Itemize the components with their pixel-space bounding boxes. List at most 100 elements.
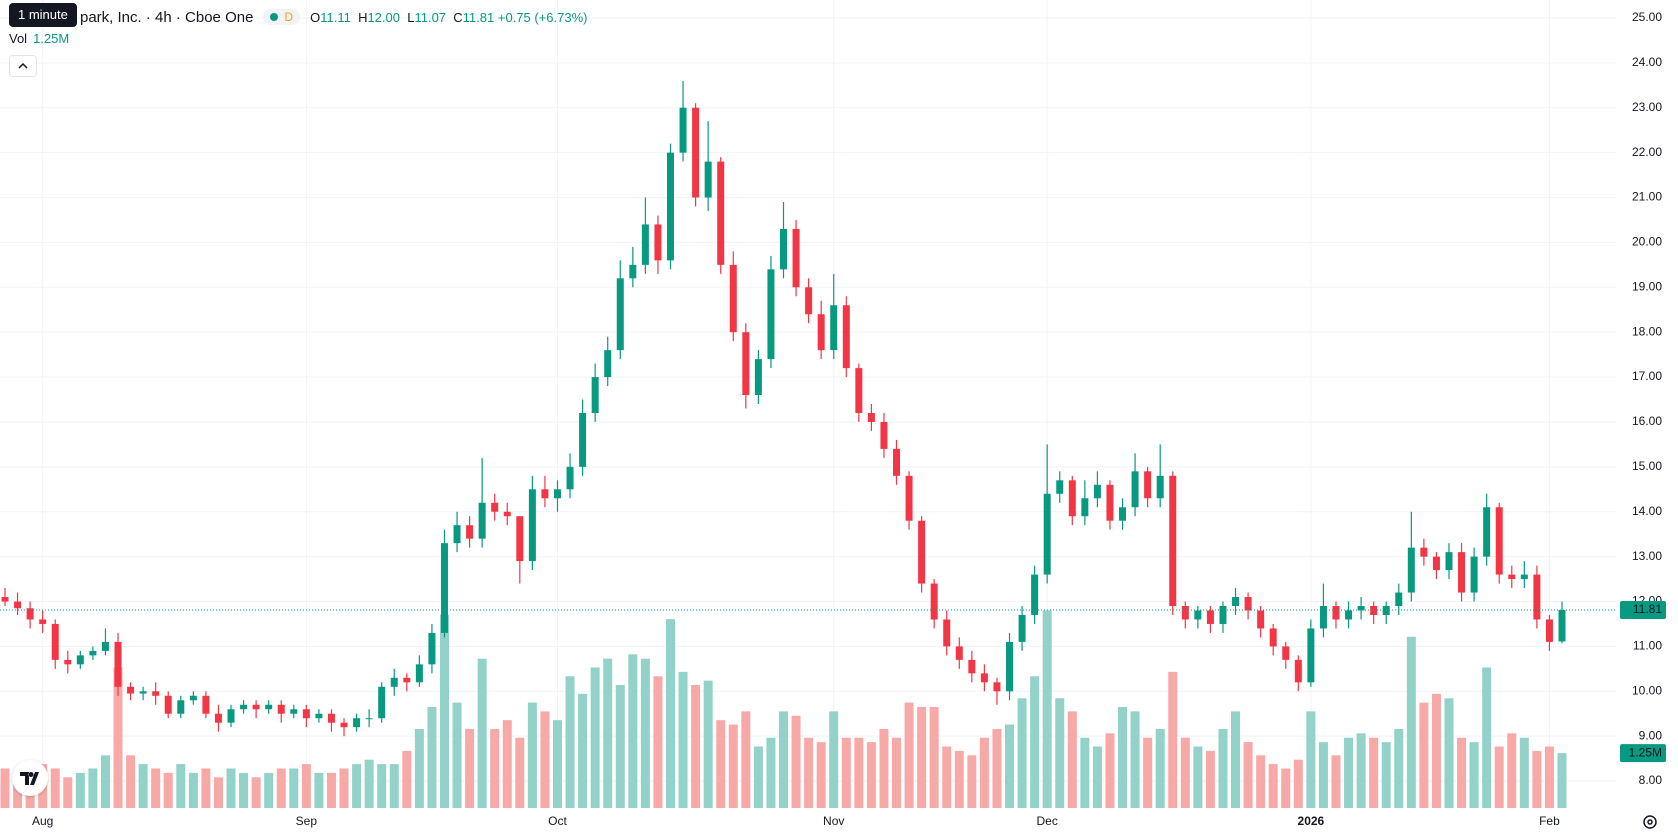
x-tick-label: Dec [1037, 814, 1058, 828]
candle-body [315, 713, 323, 719]
volume-bar [314, 772, 324, 808]
candle-body [704, 161, 712, 198]
candle-body [89, 650, 97, 656]
candle-body [51, 623, 59, 660]
volume-bar [527, 702, 537, 808]
volume-bar [75, 772, 85, 808]
y-tick-label: 21.00 [1632, 190, 1662, 204]
candle-body [880, 421, 888, 449]
volume-bar [1406, 636, 1416, 808]
candle-body [1357, 606, 1365, 611]
volume-bar [979, 737, 989, 808]
candle-body [1194, 610, 1202, 620]
status-badge[interactable]: D [263, 9, 301, 25]
volume-bar [213, 777, 223, 808]
candle-body [503, 511, 511, 517]
candle-body [780, 228, 787, 270]
candle-body [1269, 628, 1277, 647]
x-tick-label: Nov [823, 814, 844, 828]
candle-body [1219, 606, 1227, 624]
volume-bar [791, 715, 801, 808]
candle-body [302, 709, 310, 719]
candle-body [579, 412, 587, 467]
candle-body [1520, 574, 1528, 580]
badge-label: D [284, 10, 294, 24]
volume-bar [1005, 724, 1015, 808]
volume-bar [452, 702, 462, 808]
y-tick-label: 24.00 [1632, 55, 1662, 69]
candle-body [1432, 556, 1440, 571]
market-dot [270, 13, 279, 21]
c-label: C [453, 9, 463, 25]
tv-logo[interactable] [12, 760, 48, 796]
volume-bar [1381, 742, 1391, 808]
volume-bar [1444, 698, 1454, 808]
volume-bar [892, 737, 902, 808]
candle-body [541, 489, 549, 499]
volume-bar [703, 680, 713, 808]
candle-body [1370, 606, 1378, 615]
candle-body [1206, 610, 1214, 624]
l-value: 11.07 [414, 9, 447, 25]
candle-body [666, 152, 674, 261]
volume-bar [1218, 728, 1228, 808]
x-tick-label: Sep [296, 814, 318, 828]
volume-bar [816, 742, 826, 808]
candle-body [1545, 619, 1553, 642]
volume-bar [163, 772, 173, 808]
volume-bar [590, 667, 600, 808]
symbol-title[interactable]: park, Inc. · 4h · Cboe One [80, 8, 254, 26]
candle-body [591, 377, 599, 413]
volume-bar [804, 737, 814, 808]
candle-body [1181, 606, 1189, 620]
volume-bar [1306, 711, 1316, 808]
volume-bar [1017, 698, 1027, 808]
volume-bar [1231, 711, 1241, 808]
candle-body [893, 448, 901, 476]
volume-bar [126, 755, 136, 808]
volume-bar [552, 720, 562, 808]
candle-body [993, 682, 1001, 692]
candle-body [930, 583, 938, 620]
volume-bar [1067, 711, 1077, 808]
candle-body [1018, 614, 1026, 642]
candle-body [152, 691, 160, 696]
x-tick-label: Feb [1539, 814, 1560, 828]
volume-marker: 1.25M [1629, 745, 1662, 759]
volume-bar [490, 728, 500, 808]
volume-bar [1344, 737, 1354, 808]
candle-body [1119, 507, 1127, 521]
volume-bar [1080, 737, 1090, 808]
candle-body [277, 704, 285, 714]
candle-body [327, 713, 335, 723]
candle-body [1307, 628, 1315, 683]
volume-bar [1318, 742, 1328, 808]
volume-bar [565, 676, 575, 808]
candle-body [1131, 471, 1139, 508]
volume-bar [1457, 737, 1467, 808]
volume-bar [477, 658, 487, 808]
volume-bar [226, 768, 236, 808]
volume-bar [138, 764, 148, 808]
volume-bar [113, 667, 123, 808]
vol-label: Vol [9, 31, 28, 46]
candle-body [26, 608, 34, 620]
candle-body [1420, 547, 1428, 557]
settings-button[interactable] [1640, 812, 1660, 832]
volume-bar [439, 614, 449, 808]
candle-body [39, 619, 47, 624]
candle-body [1282, 646, 1290, 660]
volume-bar [301, 764, 311, 808]
volume-bar [427, 707, 437, 808]
candle-body [428, 632, 436, 665]
volume-bar [1469, 742, 1479, 808]
candle-body [1043, 493, 1051, 575]
volume-bar [866, 742, 876, 808]
candle-body [955, 646, 963, 660]
gear-icon [1643, 815, 1657, 829]
candle-body [943, 619, 951, 647]
collapse-button[interactable] [9, 55, 37, 77]
volume-bar [1557, 753, 1567, 808]
volume-bar [1331, 755, 1341, 808]
